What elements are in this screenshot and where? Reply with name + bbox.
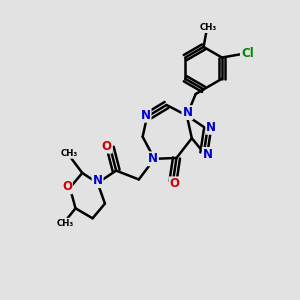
Text: N: N (141, 109, 151, 122)
Text: N: N (203, 148, 213, 161)
Text: CH₃: CH₃ (57, 218, 74, 227)
Text: Cl: Cl (241, 46, 253, 60)
Text: N: N (148, 152, 158, 165)
Text: CH₃: CH₃ (61, 149, 78, 158)
Text: O: O (169, 177, 179, 190)
Text: N: N (206, 121, 216, 134)
Text: N: N (93, 174, 103, 187)
Text: O: O (62, 180, 72, 193)
Text: O: O (102, 140, 112, 153)
Text: CH₃: CH₃ (200, 23, 217, 32)
Text: N: N (182, 106, 192, 119)
